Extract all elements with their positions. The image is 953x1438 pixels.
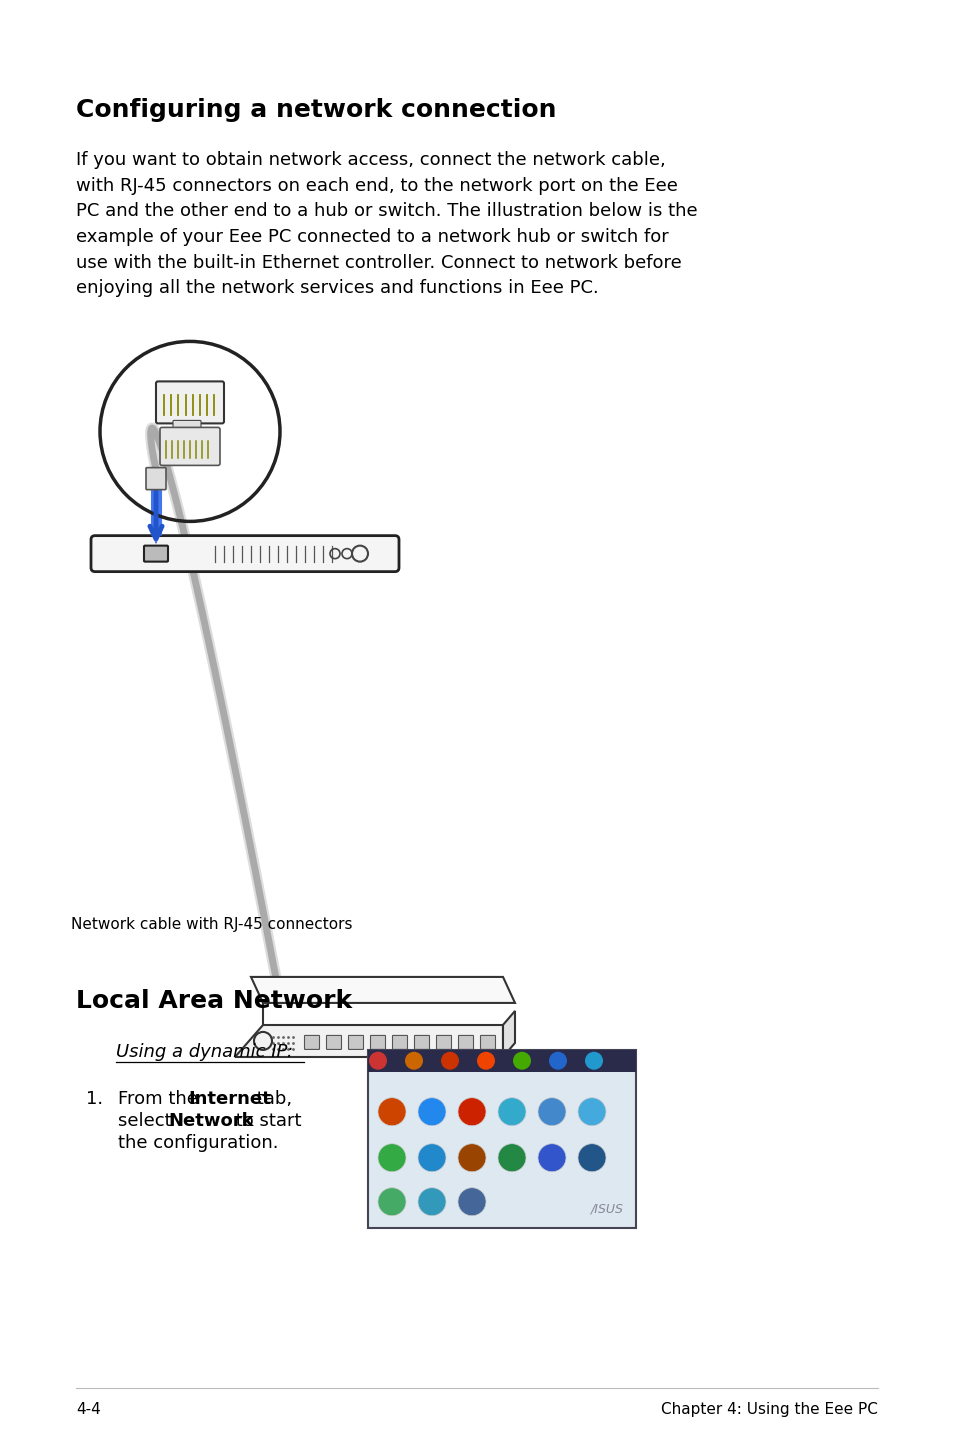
- FancyBboxPatch shape: [436, 1035, 451, 1050]
- Text: From the: From the: [118, 1090, 204, 1109]
- Text: Using a dynamic IP:: Using a dynamic IP:: [116, 1043, 294, 1061]
- Circle shape: [440, 1051, 458, 1070]
- Text: Network: Network: [168, 1112, 253, 1130]
- Text: select: select: [118, 1112, 177, 1130]
- FancyBboxPatch shape: [91, 535, 398, 572]
- Text: to start: to start: [230, 1112, 301, 1130]
- Circle shape: [417, 1097, 446, 1126]
- FancyBboxPatch shape: [348, 1035, 363, 1050]
- FancyBboxPatch shape: [414, 1035, 429, 1050]
- FancyBboxPatch shape: [370, 1035, 385, 1050]
- Polygon shape: [234, 1025, 502, 1057]
- Circle shape: [377, 1188, 406, 1215]
- FancyBboxPatch shape: [144, 545, 168, 562]
- Text: 4-4: 4-4: [76, 1402, 101, 1416]
- Circle shape: [548, 1051, 566, 1070]
- Circle shape: [457, 1188, 485, 1215]
- FancyBboxPatch shape: [392, 1035, 407, 1050]
- FancyBboxPatch shape: [458, 1035, 473, 1050]
- Text: /ISUS: /ISUS: [591, 1202, 623, 1215]
- Text: Chapter 4: Using the Eee PC: Chapter 4: Using the Eee PC: [660, 1402, 877, 1416]
- FancyBboxPatch shape: [146, 467, 166, 489]
- Circle shape: [457, 1097, 485, 1126]
- Circle shape: [584, 1051, 602, 1070]
- Circle shape: [578, 1097, 605, 1126]
- Circle shape: [476, 1051, 495, 1070]
- FancyBboxPatch shape: [480, 1035, 495, 1050]
- Text: tab,: tab,: [251, 1090, 293, 1109]
- Circle shape: [369, 1051, 387, 1070]
- FancyBboxPatch shape: [304, 1035, 319, 1050]
- Circle shape: [513, 1051, 531, 1070]
- Circle shape: [457, 1143, 485, 1172]
- Circle shape: [377, 1143, 406, 1172]
- Circle shape: [497, 1097, 525, 1126]
- Text: Internet: Internet: [188, 1090, 271, 1109]
- Polygon shape: [251, 976, 515, 1002]
- Circle shape: [578, 1143, 605, 1172]
- FancyBboxPatch shape: [326, 1035, 341, 1050]
- Circle shape: [417, 1143, 446, 1172]
- Polygon shape: [502, 1011, 515, 1057]
- Circle shape: [537, 1097, 565, 1126]
- Bar: [368, 1050, 636, 1071]
- Circle shape: [417, 1188, 446, 1215]
- Circle shape: [405, 1051, 422, 1070]
- Text: Configuring a network connection: Configuring a network connection: [76, 98, 557, 122]
- FancyBboxPatch shape: [160, 427, 220, 466]
- FancyBboxPatch shape: [172, 420, 201, 430]
- Text: 1.: 1.: [86, 1090, 103, 1109]
- Text: Local Area Network: Local Area Network: [76, 989, 352, 1014]
- Text: Network cable with RJ-45 connectors: Network cable with RJ-45 connectors: [71, 917, 353, 932]
- FancyBboxPatch shape: [156, 381, 224, 423]
- Text: the configuration.: the configuration.: [118, 1135, 278, 1152]
- Bar: [368, 1050, 636, 1228]
- Circle shape: [537, 1143, 565, 1172]
- Circle shape: [497, 1143, 525, 1172]
- Text: If you want to obtain network access, connect the network cable,
with RJ-45 conn: If you want to obtain network access, co…: [76, 151, 698, 298]
- Circle shape: [377, 1097, 406, 1126]
